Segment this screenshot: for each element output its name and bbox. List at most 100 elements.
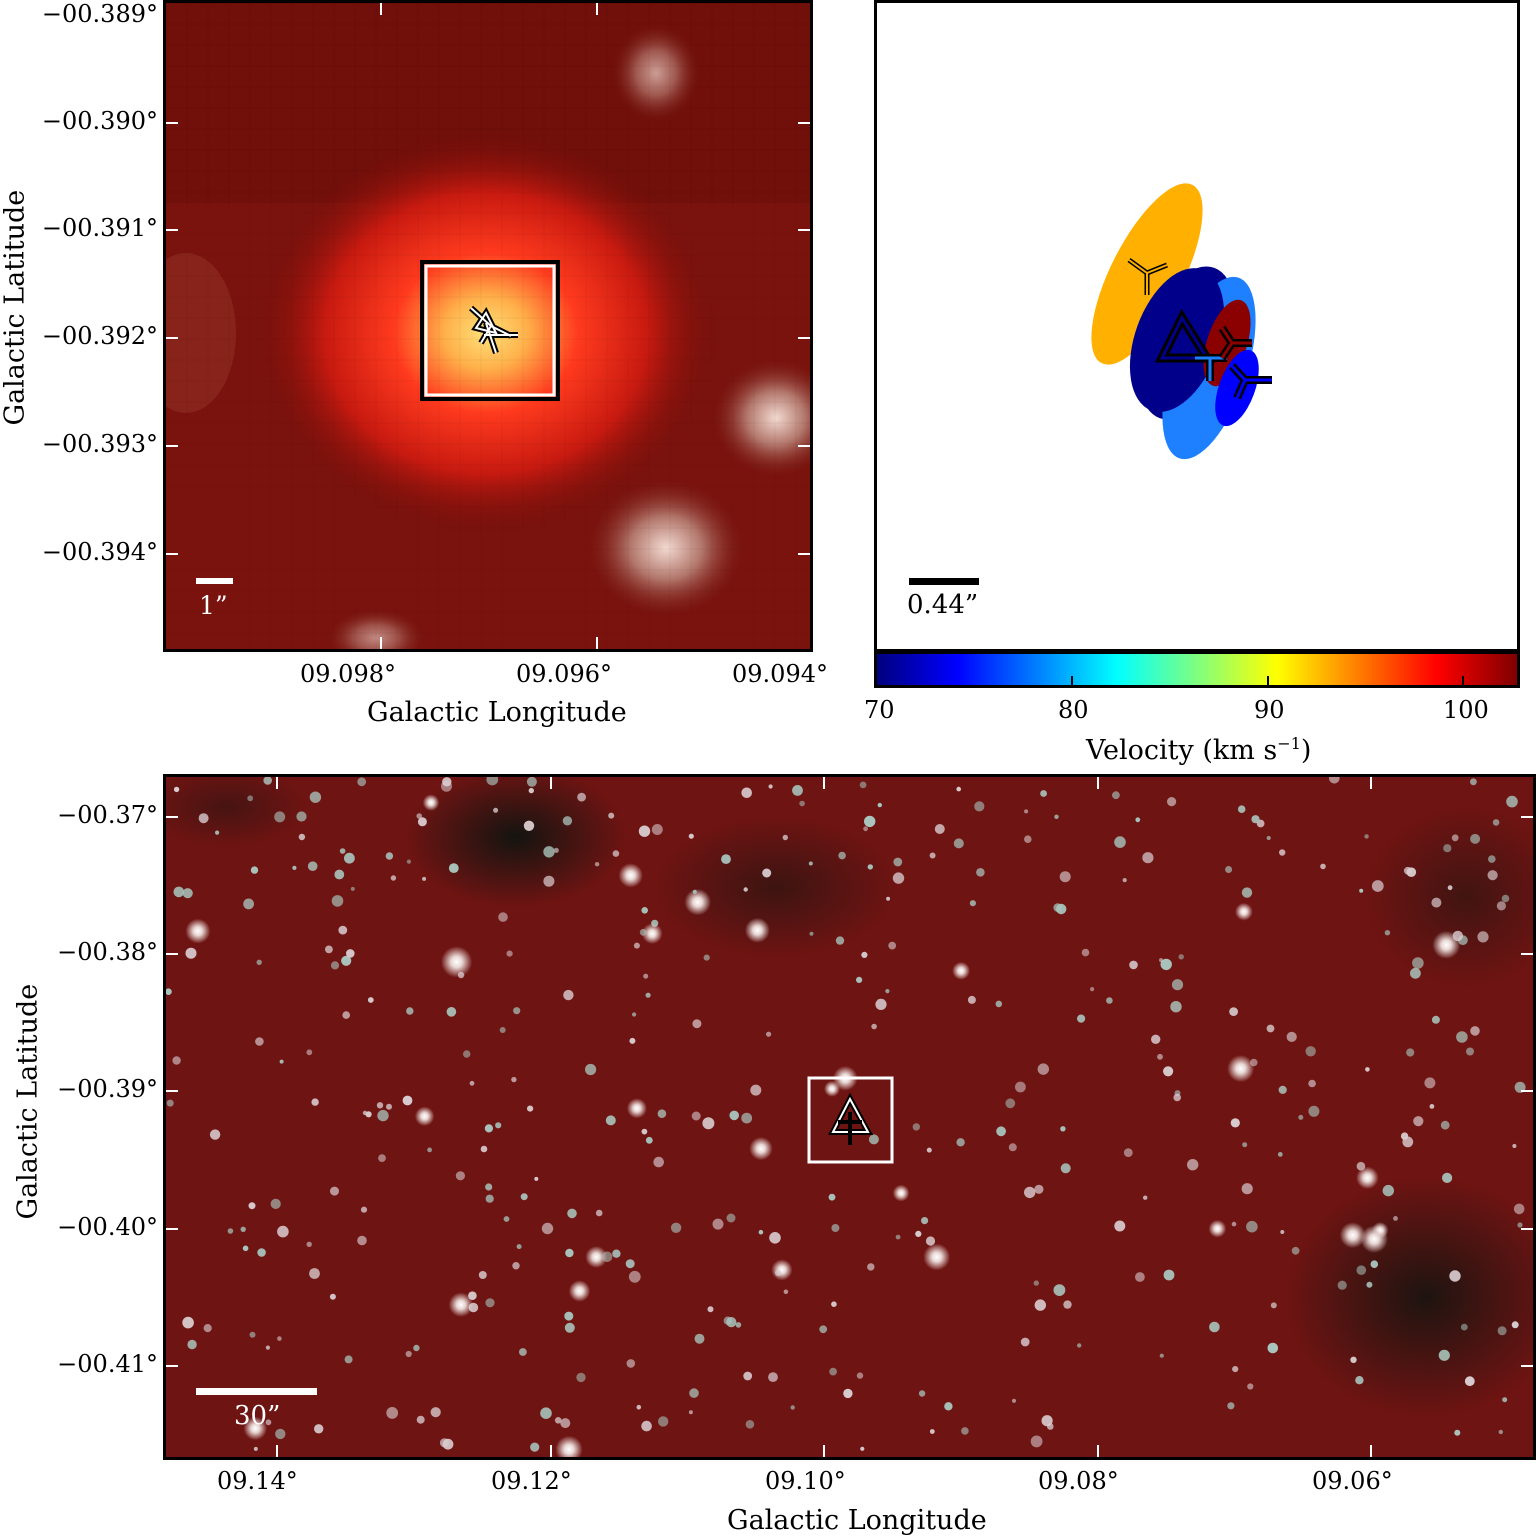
star — [864, 815, 876, 828]
star — [1227, 1055, 1255, 1083]
star — [1451, 834, 1459, 842]
star — [792, 785, 803, 796]
star — [1060, 1163, 1071, 1174]
y-axis-title: Galactic Latitude — [0, 189, 31, 426]
maser-marker — [828, 1092, 874, 1145]
star — [670, 1222, 682, 1233]
star — [1512, 1143, 1517, 1149]
star — [564, 1322, 575, 1333]
scale-bar — [196, 1388, 317, 1395]
star — [633, 942, 640, 949]
y-tick-label: −00.39° — [57, 1075, 158, 1103]
star — [595, 1209, 603, 1217]
star — [831, 1301, 837, 1307]
star — [645, 1136, 653, 1144]
star — [1320, 863, 1326, 870]
star — [1356, 1265, 1367, 1275]
star — [1106, 997, 1113, 1004]
star — [360, 1206, 368, 1213]
colorbar-tick-label: 100 — [1443, 696, 1489, 724]
velocity-colorbar — [874, 651, 1520, 688]
x-tick-label: 09.14° — [217, 1467, 298, 1495]
star — [350, 886, 355, 891]
star — [628, 1270, 641, 1283]
star — [875, 998, 887, 1010]
star — [480, 1145, 488, 1153]
star — [274, 811, 286, 823]
star — [416, 813, 422, 819]
star — [182, 1316, 194, 1329]
star — [1235, 902, 1253, 921]
star — [1040, 790, 1047, 797]
star — [357, 777, 367, 787]
star — [828, 1193, 836, 1201]
star — [1496, 901, 1506, 911]
star — [996, 1126, 1006, 1137]
star — [1449, 1270, 1461, 1282]
star — [651, 824, 663, 835]
star — [357, 1235, 367, 1246]
colorbar-tick-label: 70 — [864, 696, 895, 724]
star — [1114, 1220, 1126, 1232]
star — [311, 1098, 319, 1106]
star — [612, 850, 620, 857]
star — [944, 1402, 953, 1411]
star — [934, 824, 945, 834]
star — [926, 1147, 932, 1153]
star — [1053, 903, 1062, 912]
star — [330, 1186, 339, 1196]
star — [741, 787, 752, 799]
star — [215, 830, 220, 835]
star — [691, 1111, 701, 1121]
star — [209, 1129, 221, 1140]
star — [856, 976, 863, 983]
star — [684, 888, 711, 916]
star — [493, 807, 499, 813]
star — [511, 1076, 517, 1083]
star — [688, 833, 694, 839]
star — [1366, 1281, 1373, 1288]
y-tick-label: −00.40° — [57, 1213, 158, 1241]
star — [1393, 1216, 1398, 1221]
star — [1170, 1001, 1182, 1013]
star — [1024, 835, 1032, 843]
star — [499, 1027, 506, 1033]
star — [1438, 1349, 1450, 1361]
y-tick-label: −00.38° — [57, 938, 158, 966]
star — [1008, 1143, 1017, 1152]
star — [1209, 1321, 1220, 1333]
star — [386, 1407, 399, 1419]
star — [1470, 1026, 1480, 1036]
star — [567, 1208, 577, 1219]
star — [1053, 1284, 1066, 1296]
star — [745, 1420, 755, 1429]
star — [1230, 1118, 1240, 1128]
star — [1431, 1015, 1440, 1024]
star — [406, 1007, 414, 1015]
star — [1015, 1081, 1026, 1093]
star — [243, 898, 254, 910]
star — [503, 1216, 510, 1222]
star — [577, 792, 586, 802]
star — [808, 861, 813, 866]
star — [568, 1280, 591, 1302]
star — [541, 1222, 554, 1235]
star — [925, 1236, 936, 1246]
star — [422, 794, 440, 811]
star — [1329, 777, 1340, 784]
star — [325, 945, 333, 954]
star — [1063, 1300, 1072, 1309]
star — [1412, 957, 1424, 969]
star — [1355, 1376, 1364, 1385]
star — [1443, 844, 1452, 853]
star — [523, 820, 535, 831]
star — [912, 1123, 920, 1131]
star — [1011, 1398, 1017, 1403]
star — [843, 1388, 853, 1399]
star — [528, 787, 534, 794]
star — [721, 854, 731, 864]
star — [743, 1371, 753, 1381]
star — [344, 1355, 353, 1364]
star — [1337, 1280, 1347, 1290]
star — [1371, 880, 1384, 892]
